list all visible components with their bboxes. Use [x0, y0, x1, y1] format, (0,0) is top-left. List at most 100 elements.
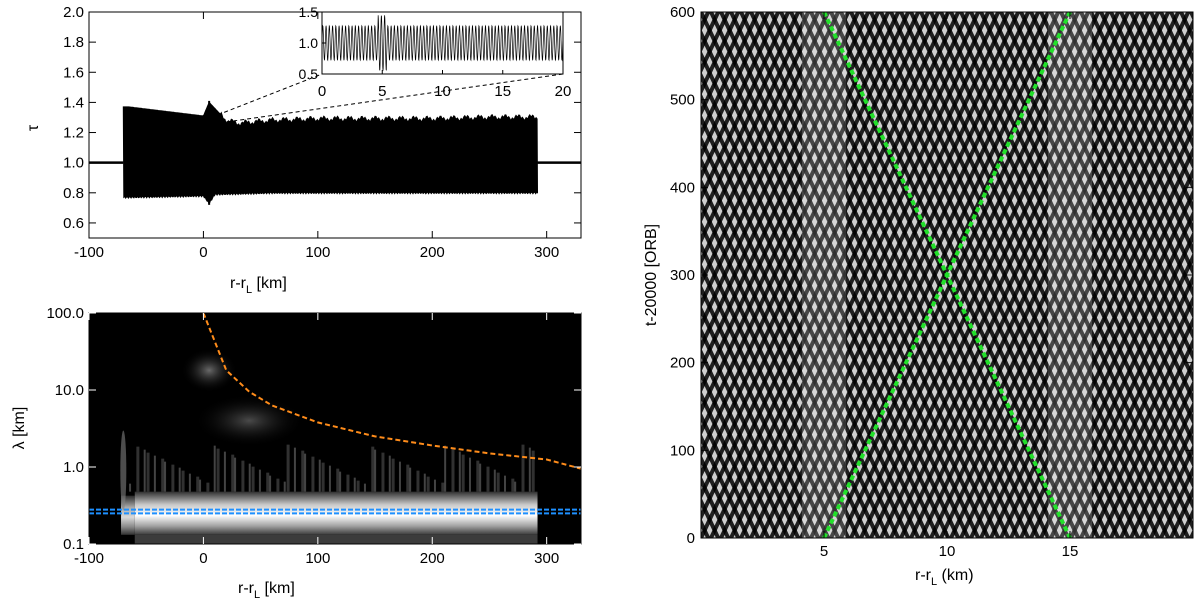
wavelet-ytick-label: 10.0 — [55, 382, 84, 399]
wavelet-streak — [371, 446, 375, 492]
spacetime-ytick-label: 0 — [687, 530, 695, 547]
wavelet-streak — [441, 482, 445, 492]
wavelet-streak — [458, 451, 461, 492]
wavelet-streak — [286, 444, 290, 492]
tau-xlabel: r-rL [km] — [230, 275, 287, 296]
wavelet-streak — [398, 461, 401, 492]
tau-xtick-label: 100 — [305, 244, 330, 261]
wavelet-streak — [199, 479, 202, 492]
wavelet-streak — [171, 464, 175, 492]
wavelet-xtick-label: 100 — [305, 550, 330, 567]
wavelet-streak — [321, 462, 325, 492]
wavelet-streak — [391, 458, 395, 492]
tau-ytick-label: 1.0 — [63, 155, 84, 172]
wavelet-streak — [479, 463, 482, 492]
spacetime-panel: 5 10 15 0 100 200 300 400 500 600 r-rL (km) t-200… — [643, 4, 1194, 588]
tau-ytick-label: 0.8 — [63, 185, 84, 202]
spacetime-ytick-label: 400 — [670, 179, 695, 196]
inset-xtick-label: 20 — [555, 83, 572, 100]
wavelet-streak — [374, 449, 377, 492]
wavelet-streak — [129, 483, 132, 492]
spacetime-ytick-label: 300 — [670, 267, 695, 284]
inset-ytick-label: 0.5 — [299, 66, 319, 82]
wavelet-streak — [381, 452, 385, 492]
wavelet-streak — [248, 463, 251, 492]
wavelet-ytick-label: 0.1 — [63, 536, 84, 553]
wavelet-streak — [346, 474, 350, 492]
spacetime-xlabel: r-rL (km) — [915, 567, 974, 588]
wavelet-streak — [318, 459, 321, 492]
wavelet-streak — [409, 467, 412, 492]
wavelet-streak — [416, 470, 420, 492]
wavelet-ytick-label: 1.0 — [63, 459, 84, 476]
zoom-connector-right — [226, 73, 564, 123]
wavelet-streak — [234, 457, 237, 492]
wavelet-streak — [153, 455, 156, 492]
spacetime-xtick-label: 15 — [1062, 543, 1079, 560]
wavelet-streak — [388, 455, 391, 492]
spacetime-ytick-label: 200 — [670, 355, 695, 372]
wavelet-ylabel: λ [km] — [11, 407, 28, 450]
tau-ytick-label: 1.2 — [63, 125, 84, 142]
wavelet-streak — [304, 453, 307, 492]
wavelet-streak — [444, 445, 447, 492]
wavelet-xtick-label: 0 — [199, 550, 207, 567]
wavelet-blob — [181, 348, 238, 393]
wavelet-streak — [511, 478, 515, 492]
wavelet-streak — [363, 483, 366, 492]
wavelet-streak — [521, 444, 525, 492]
inset-xtick-label: 15 — [494, 83, 511, 100]
wavelet-streak — [356, 480, 360, 492]
wavelet-streak — [406, 464, 410, 492]
wavelet-xtick-label: 300 — [534, 550, 559, 567]
wavelet-streak — [423, 473, 426, 492]
wavelet-streak — [164, 461, 167, 492]
wavelet-streak — [231, 454, 235, 492]
tau-xtick-label: 300 — [534, 244, 559, 261]
spacetime-ytick-label: 100 — [670, 442, 695, 459]
orange-dashed-curve — [202, 313, 581, 470]
wavelet-streak — [328, 465, 331, 492]
wavelet-streak — [251, 466, 255, 492]
wavelet-streak — [531, 450, 535, 492]
tau-xtick-label: 0 — [199, 244, 207, 261]
wavelet-streak — [461, 454, 465, 492]
wavelet-streak — [311, 456, 315, 492]
wavelet-streak — [301, 450, 305, 492]
wavelet-streak — [336, 468, 340, 492]
wavelet-streak — [426, 476, 430, 492]
spacetime-ytick-label: 600 — [670, 4, 695, 21]
spacetime-ytick-label: 500 — [670, 92, 695, 109]
wavelet-streak — [223, 451, 226, 492]
wavelet-streak — [514, 481, 517, 492]
tau-ylabel: τ — [25, 124, 42, 131]
wavelet-streak — [241, 460, 245, 492]
tau-ytick-label: 0.6 — [63, 215, 84, 232]
interference-column-1 — [802, 12, 846, 538]
inset-ytick-label: 1.5 — [299, 4, 319, 20]
wavelet-streak — [476, 460, 480, 492]
wavelet-streak — [213, 445, 216, 492]
wavelet-streak — [161, 458, 165, 492]
tau-ytick-label: 1.6 — [63, 64, 84, 81]
spacetime-ylabel: t-20000 [ORB] — [643, 224, 660, 326]
tau-ytick-label: 2.0 — [63, 4, 84, 21]
wavelet-streak — [339, 471, 342, 492]
tau-zoom-inset: 0 5 10 15 20 0.5 1.0 1.5 — [299, 4, 572, 100]
green-dotted-line-2 — [822, 12, 1072, 538]
wavelet-streak — [143, 449, 146, 492]
zoom-connector-left — [210, 73, 323, 118]
wavelet-streak — [493, 469, 496, 492]
spacetime-stripes-falling — [701, 12, 1193, 538]
inset-xtick-label: 0 — [318, 83, 326, 100]
wavelet-streak — [496, 472, 500, 492]
tau-ytick-label: 1.4 — [63, 94, 84, 111]
wavelet-streak — [293, 447, 296, 492]
wavelet-streak — [503, 475, 506, 492]
wavelet-streak — [283, 481, 286, 492]
wavelet-streak — [269, 475, 272, 492]
wavelet-xtick-label: 200 — [420, 550, 445, 567]
